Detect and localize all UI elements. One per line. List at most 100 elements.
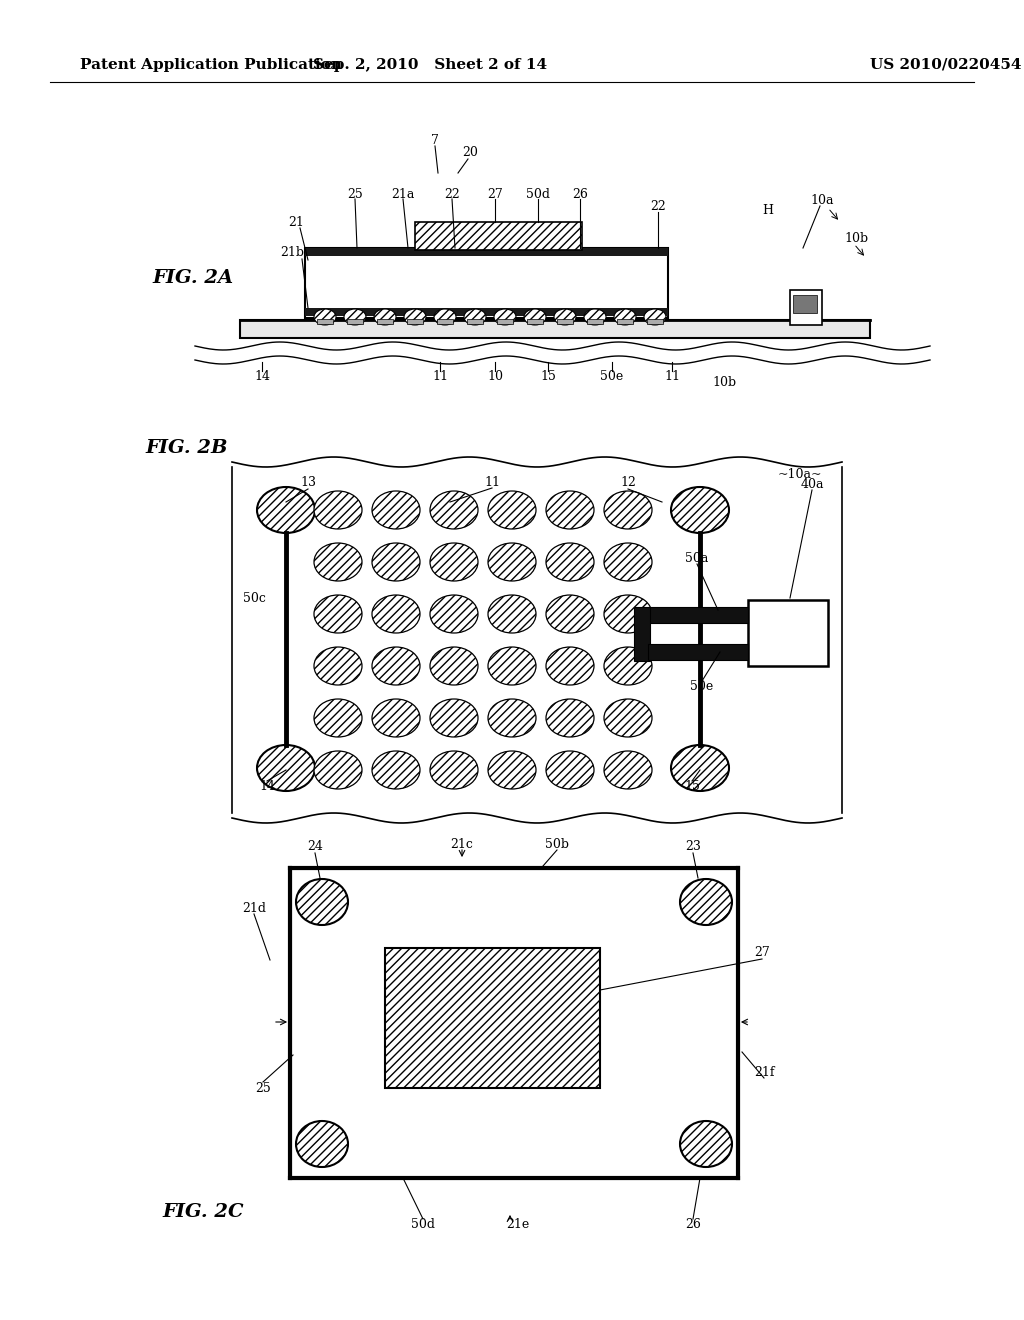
- Text: 7: 7: [431, 133, 439, 147]
- Ellipse shape: [404, 309, 426, 325]
- Bar: [290, 869, 738, 1177]
- Ellipse shape: [546, 647, 594, 685]
- Bar: [407, 319, 423, 323]
- Text: 22: 22: [444, 187, 460, 201]
- Text: 21d: 21d: [242, 902, 266, 915]
- Ellipse shape: [546, 595, 594, 634]
- Bar: [648, 607, 748, 623]
- Ellipse shape: [604, 491, 652, 529]
- Ellipse shape: [372, 751, 420, 789]
- Bar: [377, 319, 393, 323]
- Bar: [557, 319, 573, 323]
- Text: 24: 24: [307, 841, 323, 854]
- Ellipse shape: [314, 491, 362, 529]
- Ellipse shape: [434, 309, 456, 325]
- Bar: [647, 319, 663, 323]
- Ellipse shape: [430, 647, 478, 685]
- Text: FIG. 2A: FIG. 2A: [152, 269, 233, 286]
- Text: 50b: 50b: [545, 837, 569, 850]
- Ellipse shape: [680, 1121, 732, 1167]
- Ellipse shape: [488, 595, 536, 634]
- Text: 21c: 21c: [451, 837, 473, 850]
- Ellipse shape: [257, 744, 315, 791]
- Text: Patent Application Publication: Patent Application Publication: [80, 58, 342, 73]
- Text: ~10a~: ~10a~: [778, 467, 822, 480]
- Bar: [305, 308, 668, 315]
- Ellipse shape: [604, 647, 652, 685]
- Text: 27: 27: [754, 945, 770, 958]
- Ellipse shape: [430, 543, 478, 581]
- Text: 50d: 50d: [526, 187, 550, 201]
- Ellipse shape: [488, 543, 536, 581]
- Ellipse shape: [644, 309, 666, 325]
- Bar: [317, 319, 333, 323]
- Ellipse shape: [671, 744, 729, 791]
- Bar: [467, 319, 483, 323]
- Text: 15: 15: [540, 370, 556, 383]
- Text: 21a: 21a: [391, 187, 415, 201]
- Bar: [748, 601, 828, 667]
- Ellipse shape: [314, 543, 362, 581]
- Text: 25: 25: [255, 1081, 271, 1094]
- Text: 26: 26: [685, 1218, 701, 1232]
- Text: 40a: 40a: [800, 478, 823, 491]
- Bar: [240, 319, 870, 338]
- Text: 25: 25: [347, 187, 362, 201]
- Ellipse shape: [604, 700, 652, 737]
- Ellipse shape: [494, 309, 516, 325]
- Text: H: H: [763, 203, 773, 216]
- Bar: [385, 948, 600, 1088]
- Text: 14: 14: [259, 780, 275, 792]
- Bar: [793, 294, 817, 313]
- Ellipse shape: [546, 700, 594, 737]
- Text: 14: 14: [254, 370, 270, 383]
- Text: FIG. 2C: FIG. 2C: [162, 1203, 244, 1221]
- Text: 50e: 50e: [600, 370, 624, 383]
- Ellipse shape: [604, 543, 652, 581]
- Ellipse shape: [372, 595, 420, 634]
- Text: 22: 22: [650, 201, 666, 214]
- Bar: [305, 248, 668, 318]
- Text: Sep. 2, 2010   Sheet 2 of 14: Sep. 2, 2010 Sheet 2 of 14: [313, 58, 547, 73]
- Ellipse shape: [488, 700, 536, 737]
- Text: 50c: 50c: [243, 591, 265, 605]
- Ellipse shape: [488, 751, 536, 789]
- Ellipse shape: [314, 751, 362, 789]
- Ellipse shape: [374, 309, 396, 325]
- Ellipse shape: [604, 595, 652, 634]
- Ellipse shape: [314, 309, 336, 325]
- Text: 21f: 21f: [754, 1065, 774, 1078]
- Ellipse shape: [257, 487, 315, 533]
- Ellipse shape: [464, 309, 486, 325]
- Ellipse shape: [604, 751, 652, 789]
- Ellipse shape: [372, 543, 420, 581]
- Text: 10b: 10b: [713, 376, 737, 389]
- Text: 11: 11: [484, 475, 500, 488]
- Text: 10: 10: [487, 370, 503, 383]
- Ellipse shape: [372, 647, 420, 685]
- Ellipse shape: [430, 751, 478, 789]
- Ellipse shape: [488, 647, 536, 685]
- Bar: [790, 290, 822, 325]
- Text: 10a: 10a: [810, 194, 834, 206]
- Text: 11: 11: [432, 370, 449, 383]
- Ellipse shape: [372, 491, 420, 529]
- Ellipse shape: [546, 491, 594, 529]
- Bar: [617, 319, 633, 323]
- Bar: [437, 319, 453, 323]
- Ellipse shape: [614, 309, 636, 325]
- Ellipse shape: [430, 595, 478, 634]
- Text: 11: 11: [664, 370, 680, 383]
- Text: 50a: 50a: [685, 552, 709, 565]
- Text: 23: 23: [685, 841, 701, 854]
- Text: 50e: 50e: [690, 680, 714, 693]
- Ellipse shape: [344, 309, 366, 325]
- Ellipse shape: [488, 491, 536, 529]
- Text: 21e: 21e: [507, 1218, 529, 1232]
- Ellipse shape: [372, 700, 420, 737]
- Text: 26: 26: [572, 187, 588, 201]
- Ellipse shape: [554, 309, 575, 325]
- Ellipse shape: [314, 700, 362, 737]
- Ellipse shape: [430, 491, 478, 529]
- Text: 13: 13: [300, 477, 316, 490]
